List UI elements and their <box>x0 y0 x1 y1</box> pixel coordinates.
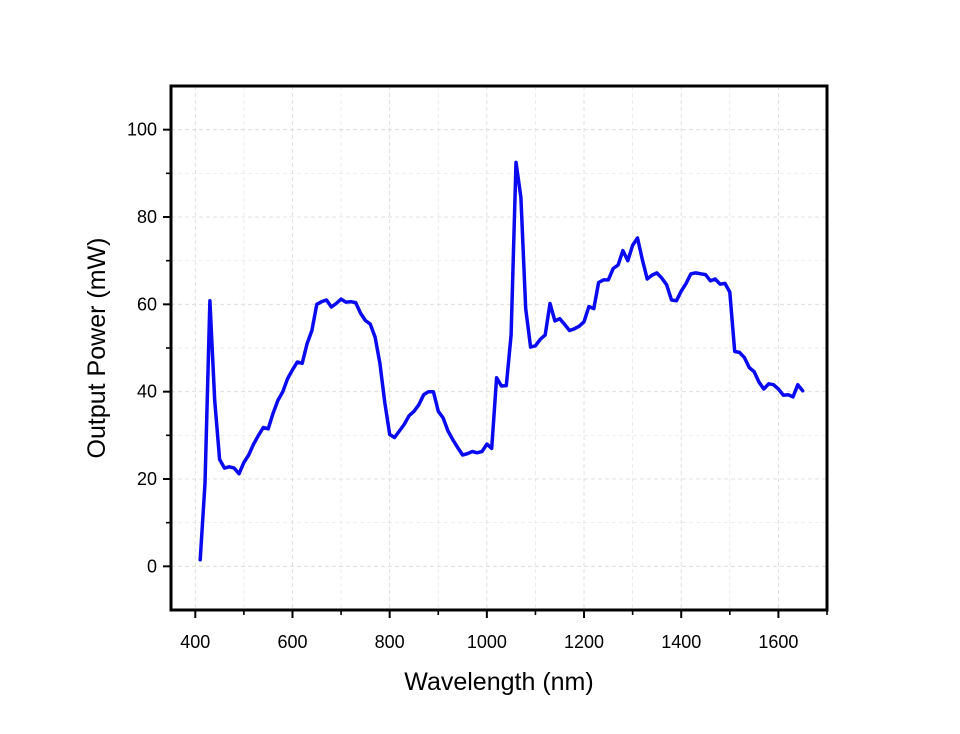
y-tick-label: 20 <box>137 469 157 489</box>
x-tick-label: 400 <box>180 632 210 652</box>
x-tick-label: 600 <box>277 632 307 652</box>
y-tick-label: 60 <box>137 294 157 314</box>
x-tick-label: 1000 <box>467 632 507 652</box>
y-axis-title: Output Power (mW) <box>83 238 111 459</box>
series-line <box>198 160 805 562</box>
y-tick-label: 40 <box>137 382 157 402</box>
y-tick-label: 80 <box>137 207 157 227</box>
x-tick-label: 1200 <box>564 632 604 652</box>
data-layer <box>198 160 805 562</box>
y-tick-label: 0 <box>147 556 157 576</box>
x-tick-label: 1600 <box>758 632 798 652</box>
y-tick-label: 100 <box>127 120 157 140</box>
x-tick-label: 800 <box>375 632 405 652</box>
tick-labels: 400 600 800 1000 1200 1400 1600 0 20 40 60 80 100 <box>127 120 798 652</box>
x-tick-label: 1400 <box>661 632 701 652</box>
axis-ticks <box>163 128 828 618</box>
plot-frame <box>169 84 829 612</box>
x-axis-title: Wavelength (nm) <box>404 668 593 696</box>
grid-lines <box>171 86 828 610</box>
